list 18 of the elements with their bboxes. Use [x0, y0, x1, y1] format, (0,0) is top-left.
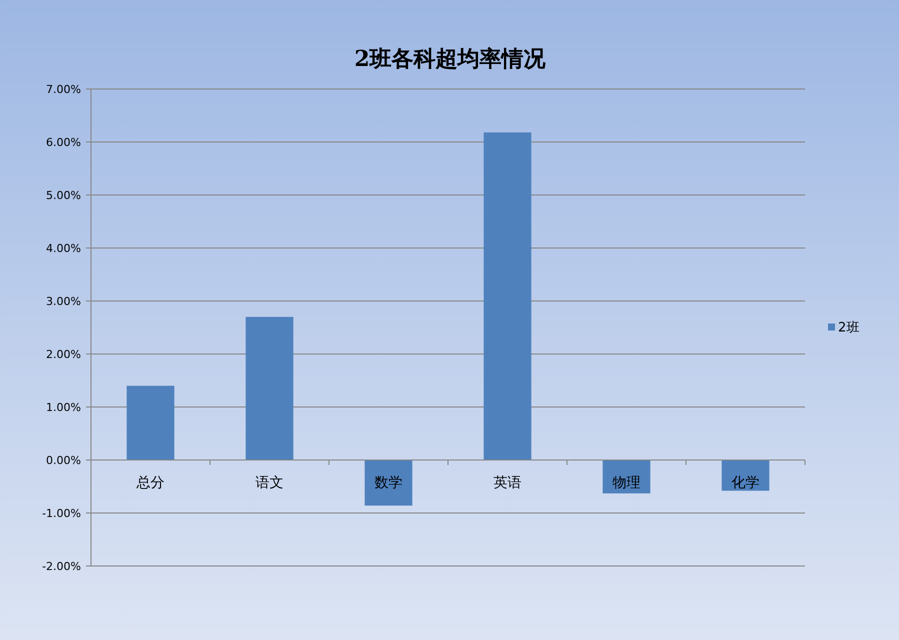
- chart-title: 2班各科超均率情况: [354, 46, 547, 72]
- y-tick-label: 2.00%: [46, 348, 81, 361]
- x-tick-label: 化学: [732, 475, 760, 491]
- y-tick-label: 4.00%: [46, 242, 81, 255]
- y-tick-label: 7.00%: [46, 83, 81, 96]
- y-tick-label: -1.00%: [42, 507, 81, 520]
- y-tick-label: 6.00%: [46, 136, 81, 149]
- y-tick-label: 5.00%: [46, 189, 81, 202]
- x-tick-label: 物理: [612, 475, 640, 491]
- x-tick-label: 总分: [136, 475, 164, 491]
- y-tick-label: 0.00%: [46, 454, 81, 467]
- x-tick-label: 数学: [374, 475, 402, 491]
- y-tick-label: -2.00%: [42, 560, 81, 573]
- x-tick-label: 语文: [256, 475, 284, 491]
- x-tick-label: 英语: [494, 475, 522, 491]
- y-tick-label: 3.00%: [46, 295, 81, 308]
- legend-label: 2班: [838, 320, 860, 336]
- y-tick-label: 1.00%: [46, 401, 81, 414]
